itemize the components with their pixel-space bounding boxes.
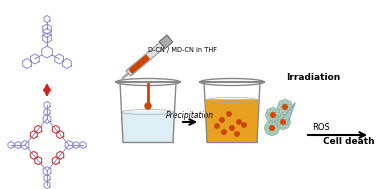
Circle shape (283, 116, 289, 122)
Circle shape (270, 117, 276, 122)
Circle shape (282, 109, 288, 115)
Circle shape (283, 105, 287, 109)
Circle shape (265, 112, 271, 118)
Text: D-CN / MD-CN in THF: D-CN / MD-CN in THF (148, 47, 217, 53)
Circle shape (237, 120, 241, 124)
Circle shape (267, 115, 273, 121)
Circle shape (274, 125, 279, 131)
Polygon shape (121, 112, 174, 142)
Polygon shape (206, 100, 258, 142)
Circle shape (274, 112, 280, 118)
Circle shape (279, 101, 285, 107)
Circle shape (270, 108, 276, 113)
Circle shape (271, 113, 275, 117)
Polygon shape (126, 42, 164, 76)
Circle shape (269, 130, 275, 136)
Circle shape (282, 100, 288, 105)
Text: Precipitation: Precipitation (166, 112, 214, 121)
Circle shape (227, 112, 231, 116)
Polygon shape (122, 73, 129, 79)
Circle shape (272, 128, 278, 134)
Circle shape (242, 123, 246, 127)
Circle shape (273, 109, 279, 115)
Circle shape (267, 109, 273, 115)
Text: Cell death: Cell death (323, 136, 375, 146)
Circle shape (264, 125, 270, 131)
Circle shape (272, 122, 278, 128)
Circle shape (280, 115, 286, 120)
Circle shape (285, 107, 291, 113)
Circle shape (222, 130, 226, 134)
Circle shape (283, 122, 289, 128)
Polygon shape (129, 55, 149, 73)
Polygon shape (281, 103, 295, 125)
Circle shape (145, 103, 151, 109)
Circle shape (276, 119, 281, 125)
Circle shape (235, 132, 239, 136)
Circle shape (215, 124, 219, 128)
Circle shape (220, 118, 224, 122)
Polygon shape (159, 35, 173, 48)
Circle shape (269, 121, 275, 126)
Circle shape (280, 124, 286, 129)
Circle shape (281, 120, 285, 124)
Circle shape (277, 122, 283, 128)
Circle shape (287, 104, 293, 110)
Circle shape (230, 126, 234, 130)
Circle shape (285, 119, 291, 125)
Text: Irradiation: Irradiation (286, 73, 340, 81)
Circle shape (266, 128, 272, 134)
Circle shape (266, 122, 272, 128)
Circle shape (273, 115, 279, 121)
Circle shape (277, 104, 284, 110)
Circle shape (279, 107, 285, 113)
Circle shape (270, 126, 274, 130)
Circle shape (277, 116, 283, 122)
Text: ROS: ROS (312, 122, 330, 132)
Circle shape (285, 101, 291, 107)
